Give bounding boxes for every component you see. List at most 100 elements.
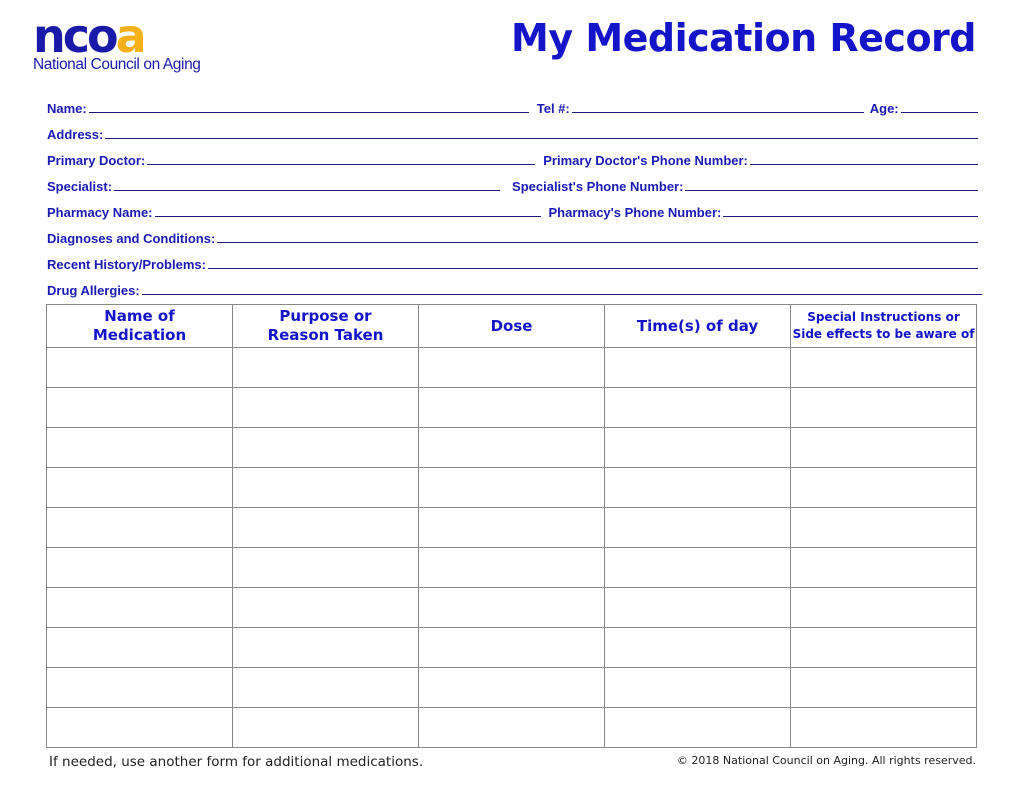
cell-time[interactable] [604,587,791,628]
specialist-phone-field[interactable] [685,189,978,191]
cell-time[interactable] [604,627,791,668]
specialist-field[interactable] [114,189,501,191]
cell-name[interactable] [46,387,233,428]
cell-name[interactable] [46,467,233,508]
cell-time[interactable] [604,387,791,428]
cell-purpose[interactable] [232,547,419,588]
header-purpose: Purpose or Reason Taken [232,304,419,348]
cell-name[interactable] [46,427,233,468]
tel-label: Tel #: [536,101,570,116]
table-row [46,587,977,628]
logo-mark: ncoa [33,9,147,63]
table-row [46,427,977,468]
row-pharmacy: Pharmacy Name: Pharmacy's Phone Number: [47,200,978,220]
cell-dose[interactable] [418,707,605,748]
specialist-phone-label: Specialist's Phone Number: [512,179,684,194]
cell-dose[interactable] [418,467,605,508]
table-row [46,667,977,708]
primary-doctor-label: Primary Doctor: [47,153,146,168]
table-row [46,547,977,588]
cell-time[interactable] [604,667,791,708]
cell-name[interactable] [46,627,233,668]
address-field[interactable] [105,137,978,139]
cell-dose[interactable] [418,347,605,388]
cell-purpose[interactable] [232,387,419,428]
cell-instructions[interactable] [790,467,977,508]
cell-instructions[interactable] [790,507,977,548]
cell-instructions[interactable] [790,387,977,428]
row-specialist: Specialist: Specialist's Phone Number: [47,174,978,194]
medication-table: Name of Medication Purpose or Reason Taken… [46,304,977,748]
row-allergies: Drug Allergies: [47,278,982,298]
specialist-label: Specialist: [47,179,113,194]
row-address: Address: [47,122,978,142]
table-header-row: Name of Medication Purpose or Reason Taken… [46,304,977,348]
row-name: Name: Tel #: Age: [47,96,978,116]
age-label: Age: [869,101,899,116]
address-label: Address: [47,127,104,142]
tel-field[interactable] [571,111,864,113]
cell-instructions[interactable] [790,427,977,468]
pharmacy-phone-label: Pharmacy's Phone Number: [548,205,722,220]
cell-time[interactable] [604,507,791,548]
cell-instructions[interactable] [790,627,977,668]
cell-dose[interactable] [418,667,605,708]
cell-instructions[interactable] [790,707,977,748]
cell-dose[interactable] [418,507,605,548]
header-name: Name of Medication [46,304,233,348]
primary-doctor-phone-label: Primary Doctor's Phone Number: [543,153,748,168]
diagnoses-field[interactable] [217,241,978,243]
cell-name[interactable] [46,507,233,548]
cell-time[interactable] [604,707,791,748]
copyright: © 2018 National Council on Aging. All ri… [676,754,976,767]
cell-name[interactable] [46,667,233,708]
cell-name[interactable] [46,707,233,748]
header-dose: Dose [418,304,605,348]
cell-instructions[interactable] [790,667,977,708]
primary-doctor-phone-field[interactable] [749,163,978,165]
cell-purpose[interactable] [232,587,419,628]
cell-purpose[interactable] [232,707,419,748]
table-row [46,387,977,428]
cell-dose[interactable] [418,427,605,468]
cell-name[interactable] [46,547,233,588]
name-field[interactable] [88,111,529,113]
cell-time[interactable] [604,467,791,508]
cell-name[interactable] [46,587,233,628]
row-primary-doctor: Primary Doctor: Primary Doctor's Phone N… [47,148,978,168]
cell-instructions[interactable] [790,587,977,628]
cell-purpose[interactable] [232,347,419,388]
header-instructions: Special Instructions or Side effects to b… [790,304,977,348]
cell-purpose[interactable] [232,427,419,468]
cell-instructions[interactable] [790,347,977,388]
cell-instructions[interactable] [790,547,977,588]
cell-purpose[interactable] [232,667,419,708]
cell-time[interactable] [604,347,791,388]
cell-purpose[interactable] [232,467,419,508]
allergies-field[interactable] [141,293,982,295]
cell-time[interactable] [604,427,791,468]
page-title: My Medication Record [511,16,976,60]
table-row [46,347,977,388]
pharmacy-label: Pharmacy Name: [47,205,153,220]
diagnoses-label: Diagnoses and Conditions: [47,231,216,246]
row-history: Recent History/Problems: [47,252,978,272]
pharmacy-phone-field[interactable] [723,215,978,217]
cell-time[interactable] [604,547,791,588]
cell-purpose[interactable] [232,627,419,668]
cell-dose[interactable] [418,627,605,668]
cell-dose[interactable] [418,387,605,428]
cell-dose[interactable] [418,547,605,588]
history-field[interactable] [207,267,978,269]
table-row [46,627,977,668]
primary-doctor-field[interactable] [147,163,536,165]
header-time: Time(s) of day [604,304,791,348]
name-label: Name: [47,101,87,116]
age-field[interactable] [900,111,978,113]
cell-dose[interactable] [418,587,605,628]
logo-subtitle: National Council on Aging [33,56,201,73]
cell-name[interactable] [46,347,233,388]
cell-purpose[interactable] [232,507,419,548]
pharmacy-field[interactable] [154,215,541,217]
